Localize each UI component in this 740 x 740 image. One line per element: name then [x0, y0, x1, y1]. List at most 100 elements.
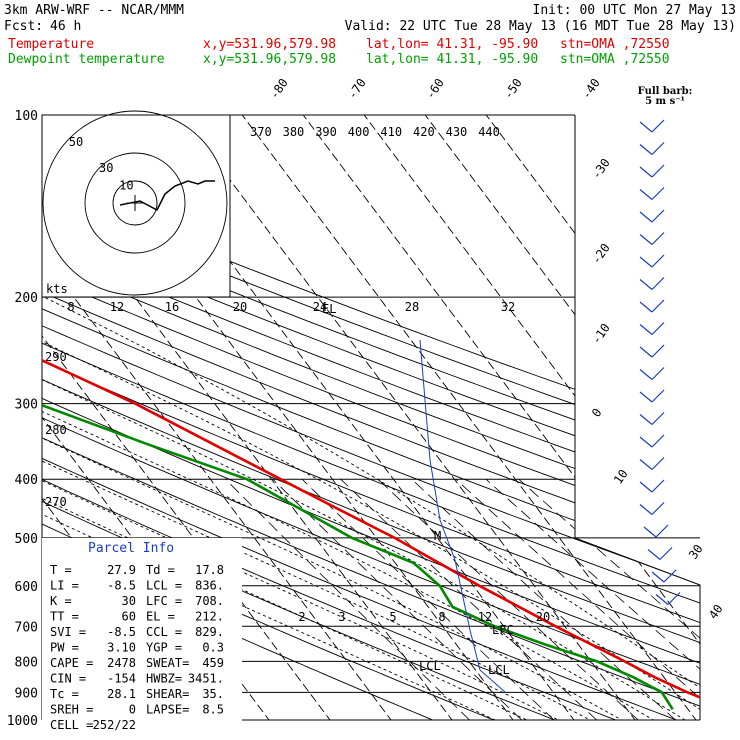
wind-barb	[639, 256, 653, 268]
theta-label: 270	[45, 495, 67, 509]
legend-temp-latlon: lat,lon= 41.31, -95.90	[366, 37, 538, 52]
legend-temperature: Temperature	[8, 37, 94, 52]
parcel-field-value: 35.	[202, 687, 224, 701]
dry-adiabat	[42, 115, 700, 720]
level-marker: M	[434, 529, 441, 543]
theta-label: 370	[250, 125, 272, 139]
wind-barb	[651, 254, 665, 268]
parcel-field-label: SWEAT=	[146, 656, 189, 670]
hodograph-ring	[42, 110, 228, 296]
wind-barb	[651, 299, 665, 313]
wind-barb	[639, 459, 653, 470]
model-title: 3km ARW-WRF -- NCAR/MMM	[4, 3, 184, 18]
mixing-ratio-label: 12	[478, 610, 492, 624]
parcel-field-value: 829.	[195, 625, 224, 639]
wind-barb	[639, 436, 653, 448]
wind-barb	[639, 414, 653, 425]
dry-adiabat	[42, 115, 700, 720]
parcel-field-label: TT =	[50, 610, 79, 624]
parcel-field-label: CCL =	[146, 625, 182, 639]
mixing-ratio-label: 24	[313, 300, 327, 314]
isotherm-label: 0	[589, 406, 605, 420]
wind-barb	[651, 322, 665, 335]
parcel-field-value: 30	[122, 594, 136, 608]
mixing-ratio-label: 3	[338, 610, 345, 624]
isotherm-label: -30	[589, 156, 613, 182]
hodograph-ring-label: 30	[99, 161, 113, 175]
parcel-field-label: CAPE =	[50, 656, 93, 670]
dry-adiabat	[42, 115, 700, 720]
wind-barb	[639, 279, 653, 290]
dry-adiabat	[42, 115, 700, 720]
parcel-field-value: 3.10	[107, 641, 136, 655]
wind-barb	[651, 277, 665, 290]
isotherm-label: 10	[611, 467, 631, 487]
parcel-field-value: 0	[129, 703, 136, 717]
isotherm-label: -70	[345, 76, 369, 102]
mixing-ratio-label: 8	[67, 300, 74, 314]
mixing-ratio-line	[455, 478, 700, 720]
parcel-field-value: 17.8	[195, 563, 224, 577]
mixing-ratio-label: 32	[501, 300, 515, 314]
parcel-field-label: EL =	[146, 610, 175, 624]
level-marker: LCL	[488, 663, 510, 677]
theta-label: 430	[446, 125, 468, 139]
dry-adiabat	[42, 115, 700, 720]
parcel-field-value: 2478	[107, 656, 136, 670]
moist-adiabat	[42, 296, 645, 720]
parcel-field-label: K =	[50, 594, 72, 608]
dry-adiabat	[42, 115, 700, 720]
wind-barb	[651, 142, 665, 155]
wind-barb	[651, 187, 665, 200]
parcel-field-label: LCL =	[146, 579, 182, 593]
theta-label: 400	[348, 125, 370, 139]
dry-adiabat	[42, 115, 650, 720]
pressure-label: 700	[15, 620, 38, 635]
isotherm-line	[99, 115, 584, 720]
parcel-field-value: 708.	[195, 594, 224, 608]
wind-barb	[655, 594, 669, 605]
wind-barb	[647, 549, 661, 560]
init-time: Init: 00 UTC Mon 27 May 13	[533, 3, 737, 18]
parcel-field-label: LI =	[50, 579, 79, 593]
mixing-ratio-label: 16	[165, 300, 179, 314]
wind-barb	[651, 457, 665, 470]
wind-barb	[651, 367, 665, 380]
theta-label: 290	[45, 350, 67, 364]
parcel-field-value: 836.	[195, 579, 224, 593]
wind-barb	[639, 189, 653, 200]
isotherm-line	[42, 115, 462, 720]
legend-temp-xy: x,y=531.96,579.98	[203, 37, 336, 52]
pressure-label: 600	[15, 580, 38, 595]
parcel-field-label: Td =	[146, 563, 175, 577]
dry-adiabat	[42, 115, 700, 720]
theta-label: 410	[380, 125, 402, 139]
isotherm-label: -60	[423, 76, 447, 102]
isotherm-label: -50	[501, 76, 525, 102]
hodograph-ring-label: 10	[119, 178, 133, 192]
dry-adiabat	[42, 115, 700, 720]
dry-adiabat	[42, 115, 700, 720]
parcel-field-value: 0.3	[202, 641, 224, 655]
isotherm-line	[282, 115, 700, 720]
parcel-field-value: 8.5	[202, 703, 224, 717]
wind-barb	[651, 209, 665, 223]
valid-time: Valid: 22 UTC Tue 28 May 13 (16 MDT Tue …	[345, 19, 736, 34]
wind-barb	[651, 412, 665, 425]
wind-barb	[663, 569, 677, 583]
theta-label: 440	[478, 125, 500, 139]
temperature-profile	[42, 115, 700, 720]
wind-barb	[651, 389, 665, 403]
legend-dew-stn: stn=OMA ,72550	[560, 52, 670, 67]
mixing-ratio-line	[377, 478, 653, 720]
isotherm-line	[42, 115, 401, 720]
parcel-field-value: 28.1	[107, 687, 136, 701]
isotherm-label: -20	[589, 241, 613, 267]
mixing-ratio-label: 12	[110, 300, 124, 314]
legend-dew-xy: x,y=531.96,579.98	[203, 52, 336, 67]
parcel-field-label: SHEAR=	[146, 687, 189, 701]
wind-barb	[651, 344, 665, 358]
level-marker: LCL	[419, 659, 441, 673]
dry-adiabat	[42, 115, 700, 720]
theta-label: 420	[413, 125, 435, 139]
